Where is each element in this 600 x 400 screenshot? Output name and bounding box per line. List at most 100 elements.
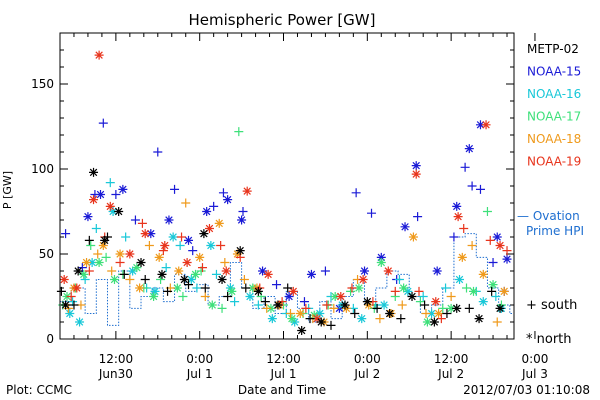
south-point: [413, 212, 423, 222]
plot-frame: [59, 32, 515, 340]
south-point: [140, 275, 150, 284]
north-point: [408, 232, 418, 242]
north-point: [237, 215, 247, 225]
north-point: [357, 314, 367, 324]
south-point: [492, 317, 502, 327]
north-point: [379, 300, 389, 310]
north-point: [407, 292, 417, 301]
north-point: [115, 249, 125, 259]
south-point: [459, 224, 469, 233]
south-point: [414, 286, 424, 296]
south-point: [485, 235, 495, 245]
south-point: [121, 232, 131, 242]
south-point: [436, 314, 446, 324]
south-point: [285, 309, 295, 318]
south-point: [442, 309, 452, 318]
south-point: [283, 283, 293, 293]
legend-item: NOAA-15: [527, 65, 581, 79]
north-point: [118, 184, 128, 194]
north-point: [457, 252, 467, 262]
south-point: [107, 266, 117, 276]
south-point: [347, 283, 357, 293]
south-point: [69, 300, 79, 310]
south-point: [86, 241, 96, 250]
north-point: [478, 297, 488, 307]
x-tick-label-time: 0:00: [354, 352, 381, 366]
north-point: [403, 286, 413, 296]
legend-item: NOAA-19: [527, 155, 581, 169]
x-tick-label-date: Jul 1: [186, 367, 213, 381]
north-point: [455, 275, 465, 284]
north-point: [168, 232, 178, 242]
x-tick-label-date: Jul 2: [353, 367, 380, 381]
south-point: [170, 184, 180, 194]
south-point: [177, 232, 187, 242]
south-point: [188, 246, 198, 256]
y-tick-label: 50: [39, 247, 54, 261]
north-point: [59, 275, 69, 284]
south-point: [446, 292, 456, 301]
footer-plot-credit: Plot: CCMC: [6, 383, 72, 397]
north-point: [132, 263, 142, 273]
south-point: [322, 300, 332, 310]
south-point: [238, 207, 248, 216]
north-point: [217, 275, 227, 284]
south-point: [181, 198, 191, 208]
south-point: [320, 266, 330, 276]
north-point: [362, 297, 372, 307]
legend-south-symbol: + south: [526, 298, 577, 313]
south-point: [125, 275, 135, 284]
north-point: [73, 266, 83, 276]
north-point: [207, 300, 217, 310]
north-point: [75, 317, 85, 327]
north-point: [312, 314, 322, 324]
south-point: [372, 303, 382, 313]
north-point: [83, 212, 93, 222]
south-point: [93, 249, 103, 259]
y-tick-label: 150: [31, 77, 54, 91]
x-tick-label-date: Jul 2: [437, 367, 464, 381]
south-point: [56, 286, 66, 296]
legend-ovation-line1: — Ovation: [517, 209, 580, 223]
north-point: [108, 207, 118, 216]
south-point: [66, 292, 76, 301]
north-point: [315, 309, 325, 318]
north-point: [287, 314, 297, 324]
north-point: [227, 286, 237, 296]
south-point: [460, 162, 470, 172]
north-point: [172, 283, 182, 293]
south-point: [441, 283, 451, 293]
south-point: [119, 269, 129, 279]
north-point: [160, 241, 170, 250]
north-point: [475, 120, 485, 130]
north-point: [87, 258, 97, 267]
south-point: [111, 190, 121, 199]
south-point: [299, 297, 309, 307]
north-point: [492, 232, 502, 242]
south-point: [115, 258, 125, 267]
north-point: [502, 254, 512, 264]
south-point: [462, 283, 472, 293]
south-point: [220, 258, 230, 267]
south-point: [351, 188, 361, 198]
south-point: [449, 232, 459, 242]
north-point: [146, 229, 156, 239]
south-point: [253, 300, 263, 310]
north-point: [330, 292, 340, 301]
south-point: [137, 218, 147, 228]
y-tick-label: 0: [46, 332, 54, 346]
south-point: [241, 283, 251, 293]
north-point: [341, 303, 351, 313]
north-point: [114, 207, 124, 216]
x-tick-label-date: Jul 1: [270, 367, 297, 381]
south-point: [467, 181, 477, 191]
legend-item: NOAA-17: [527, 110, 581, 124]
south-point: [91, 224, 101, 233]
x-tick-label-time: 12:00: [266, 352, 301, 366]
north-point: [427, 309, 437, 318]
x-axis-label: Date and Time: [238, 383, 326, 397]
south-point: [84, 266, 94, 276]
north-point: [478, 269, 488, 279]
legend-item: NOAA-18: [527, 132, 581, 146]
south-point: [230, 297, 240, 307]
